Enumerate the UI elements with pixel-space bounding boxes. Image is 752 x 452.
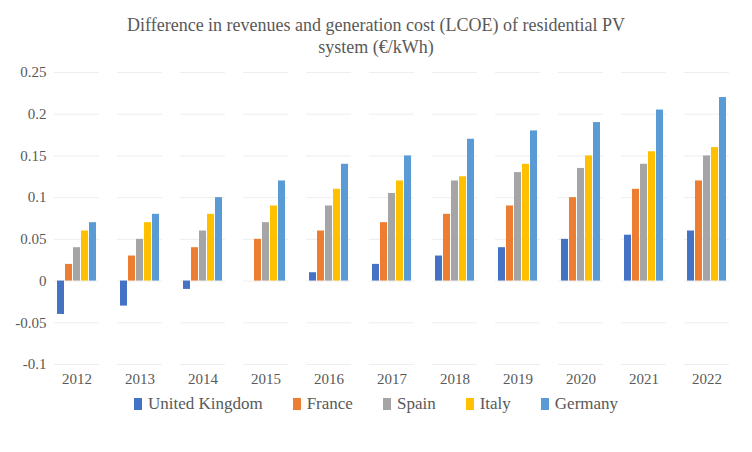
svg-text:0.2: 0.2 [28, 106, 47, 122]
svg-text:2015: 2015 [251, 371, 281, 387]
svg-text:0.15: 0.15 [20, 148, 46, 164]
svg-text:2019: 2019 [503, 371, 533, 387]
svg-text:2020: 2020 [566, 371, 596, 387]
svg-text:0.25: 0.25 [20, 64, 46, 80]
html-text:Germany: Germany [554, 394, 619, 413]
svg-text:0.05: 0.05 [20, 231, 46, 247]
svg-text:2014: 2014 [188, 371, 219, 387]
svg-text:2021: 2021 [629, 371, 659, 387]
html-text:Spain: Spain [396, 394, 436, 413]
svg-text:0.1: 0.1 [28, 189, 47, 205]
svg-text:2013: 2013 [125, 371, 155, 387]
html-text:France: France [306, 394, 353, 413]
svg-text:2012: 2012 [62, 371, 92, 387]
svg-text:-0.1: -0.1 [23, 356, 47, 372]
html-text:United Kingdom: United Kingdom [147, 394, 263, 413]
svg-text:2018: 2018 [440, 371, 470, 387]
svg-text:2022: 2022 [692, 371, 722, 387]
svg-text:0: 0 [39, 273, 47, 289]
svg-text:2017: 2017 [377, 371, 408, 387]
html-text:Italy: Italy [479, 394, 511, 413]
svg-text:2016: 2016 [314, 371, 345, 387]
html-text:Difference in revenues and gen: Difference in revenues and generation co… [127, 15, 625, 57]
svg-text:-0.05: -0.05 [15, 315, 46, 331]
